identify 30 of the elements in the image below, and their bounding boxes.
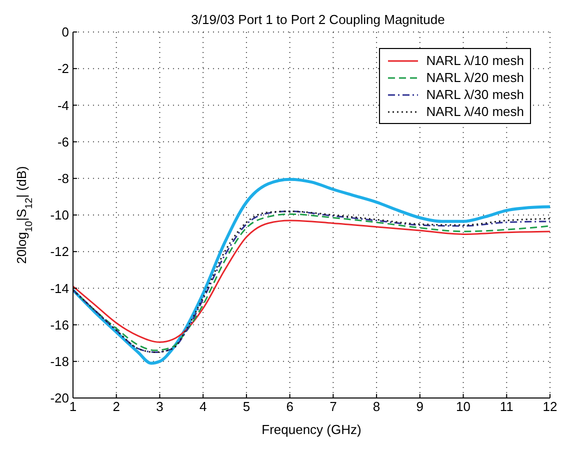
y-tick-label: -8 [57, 171, 69, 186]
x-tick-label: 12 [542, 399, 558, 414]
legend-label: NARL λ/40 mesh [426, 103, 524, 120]
y-tick-label: 0 [62, 24, 69, 40]
y-tick-label: -14 [50, 280, 69, 296]
legend-label: NARL λ/10 mesh [426, 52, 524, 69]
x-tick-label: 2 [112, 399, 120, 414]
y-tick-label: -12 [50, 244, 69, 260]
line-series [73, 178, 550, 365]
x-tick-label: 9 [416, 399, 424, 414]
y-tick-label: -6 [57, 134, 69, 150]
x-tick-label: 1 [69, 399, 77, 414]
x-tick-label: 4 [199, 399, 207, 414]
y-tick-label: -2 [57, 61, 69, 76]
x-tick-label: 8 [372, 399, 380, 414]
y-tick-label: -10 [50, 208, 69, 223]
x-tick-label: 10 [456, 399, 471, 414]
y-tick-label: -18 [50, 354, 69, 370]
x-axis-title: Frequency (GHz) [262, 422, 362, 437]
y-tick-label: -4 [57, 98, 69, 113]
legend-label: NARL λ/20 mesh [426, 69, 524, 86]
chart-title: 3/19/03 Port 1 to Port 2 Coupling Magnitude [191, 12, 445, 27]
legend-label: NARL λ/30 mesh [426, 86, 524, 103]
y-tick-label: -16 [50, 317, 69, 332]
x-tick-label: 5 [242, 399, 250, 414]
x-tick-label: 3 [156, 399, 164, 414]
x-tick-label: 7 [330, 399, 337, 414]
y-tick-label: -20 [50, 390, 69, 406]
x-tick-label: 11 [500, 399, 514, 414]
x-tick-label: 6 [286, 399, 294, 414]
